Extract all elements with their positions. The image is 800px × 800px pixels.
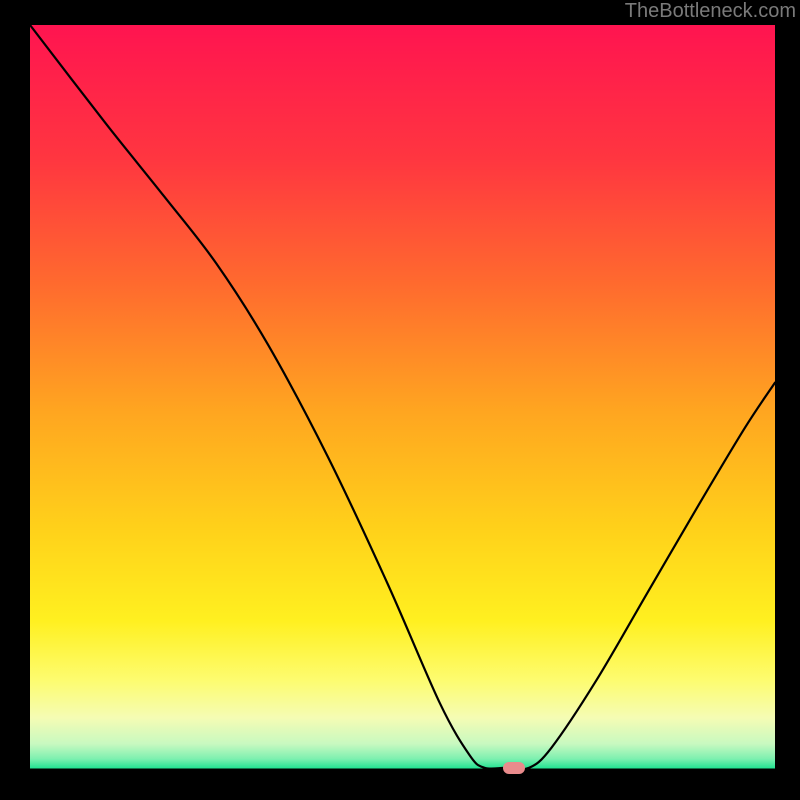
optimum-marker [503, 762, 525, 774]
plot-svg-layer [30, 25, 775, 770]
bottleneck-curve [30, 25, 775, 769]
watermark-text: TheBottleneck.com [625, 0, 796, 23]
plot-area [30, 25, 775, 770]
